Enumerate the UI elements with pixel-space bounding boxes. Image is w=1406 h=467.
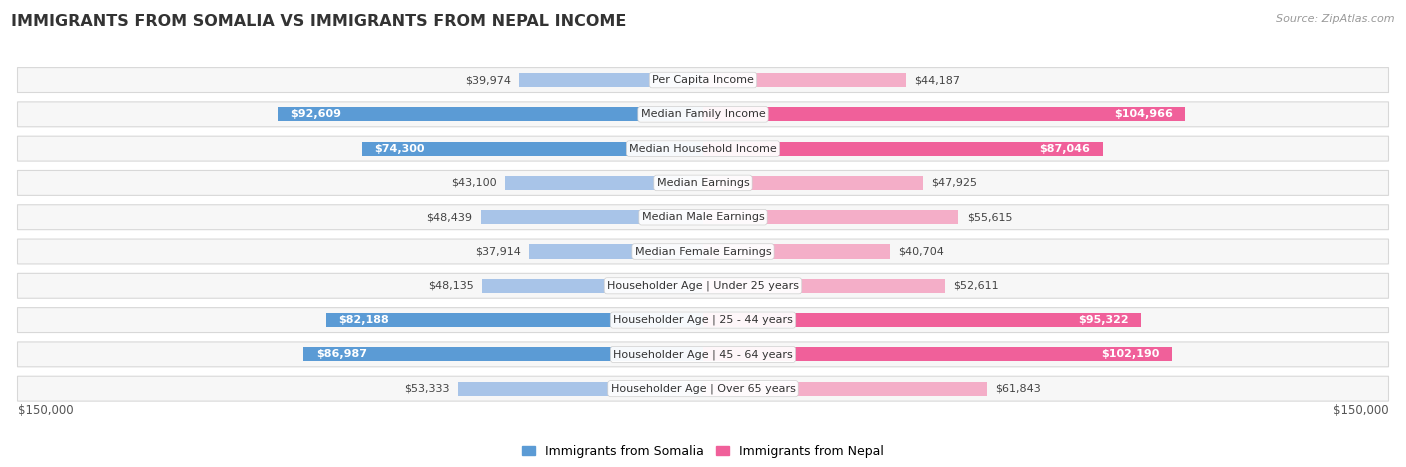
Bar bbox=[703, 382, 987, 396]
Text: $86,987: $86,987 bbox=[316, 349, 367, 360]
Text: $87,046: $87,046 bbox=[1039, 144, 1091, 154]
Text: $48,439: $48,439 bbox=[426, 212, 472, 222]
Text: Source: ZipAtlas.com: Source: ZipAtlas.com bbox=[1277, 14, 1395, 24]
Bar bbox=[481, 210, 703, 224]
Text: $61,843: $61,843 bbox=[995, 384, 1040, 394]
Text: Per Capita Income: Per Capita Income bbox=[652, 75, 754, 85]
FancyBboxPatch shape bbox=[17, 239, 1389, 264]
Bar bbox=[519, 73, 703, 87]
Text: $150,000: $150,000 bbox=[17, 404, 73, 417]
Bar bbox=[703, 313, 1140, 327]
Bar bbox=[703, 176, 924, 190]
FancyBboxPatch shape bbox=[17, 136, 1389, 161]
Text: $39,974: $39,974 bbox=[465, 75, 512, 85]
Text: Median Male Earnings: Median Male Earnings bbox=[641, 212, 765, 222]
Text: $102,190: $102,190 bbox=[1101, 349, 1160, 360]
Bar bbox=[703, 73, 905, 87]
Bar bbox=[703, 210, 959, 224]
Text: $48,135: $48,135 bbox=[427, 281, 474, 291]
Text: $44,187: $44,187 bbox=[914, 75, 960, 85]
FancyBboxPatch shape bbox=[17, 342, 1389, 367]
Text: $104,966: $104,966 bbox=[1114, 109, 1173, 120]
Text: $92,609: $92,609 bbox=[290, 109, 342, 120]
Bar bbox=[326, 313, 703, 327]
Bar bbox=[703, 107, 1185, 121]
Text: Median Earnings: Median Earnings bbox=[657, 178, 749, 188]
Bar bbox=[703, 244, 890, 259]
Text: $47,925: $47,925 bbox=[931, 178, 977, 188]
Text: $95,322: $95,322 bbox=[1078, 315, 1129, 325]
Legend: Immigrants from Somalia, Immigrants from Nepal: Immigrants from Somalia, Immigrants from… bbox=[523, 445, 883, 458]
Bar bbox=[529, 244, 703, 259]
Text: $40,704: $40,704 bbox=[898, 247, 943, 256]
FancyBboxPatch shape bbox=[17, 170, 1389, 195]
Bar bbox=[703, 142, 1102, 156]
Text: $82,188: $82,188 bbox=[337, 315, 388, 325]
Text: IMMIGRANTS FROM SOMALIA VS IMMIGRANTS FROM NEPAL INCOME: IMMIGRANTS FROM SOMALIA VS IMMIGRANTS FR… bbox=[11, 14, 627, 29]
Text: Householder Age | 25 - 44 years: Householder Age | 25 - 44 years bbox=[613, 315, 793, 325]
Text: Median Female Earnings: Median Female Earnings bbox=[634, 247, 772, 256]
Text: Median Family Income: Median Family Income bbox=[641, 109, 765, 120]
Text: $150,000: $150,000 bbox=[1333, 404, 1389, 417]
Text: Householder Age | Under 25 years: Householder Age | Under 25 years bbox=[607, 281, 799, 291]
Bar bbox=[277, 107, 703, 121]
FancyBboxPatch shape bbox=[17, 102, 1389, 127]
Bar bbox=[703, 347, 1173, 361]
Text: $55,615: $55,615 bbox=[967, 212, 1012, 222]
Text: $43,100: $43,100 bbox=[451, 178, 496, 188]
Bar bbox=[703, 279, 945, 293]
Text: Median Household Income: Median Household Income bbox=[628, 144, 778, 154]
Bar bbox=[482, 279, 703, 293]
Bar bbox=[458, 382, 703, 396]
Bar bbox=[505, 176, 703, 190]
FancyBboxPatch shape bbox=[17, 273, 1389, 298]
FancyBboxPatch shape bbox=[17, 205, 1389, 230]
Text: Householder Age | Over 65 years: Householder Age | Over 65 years bbox=[610, 383, 796, 394]
FancyBboxPatch shape bbox=[17, 68, 1389, 92]
Text: $53,333: $53,333 bbox=[405, 384, 450, 394]
FancyBboxPatch shape bbox=[17, 308, 1389, 333]
FancyBboxPatch shape bbox=[17, 376, 1389, 401]
Text: $52,611: $52,611 bbox=[953, 281, 998, 291]
Text: Householder Age | 45 - 64 years: Householder Age | 45 - 64 years bbox=[613, 349, 793, 360]
Bar bbox=[361, 142, 703, 156]
Text: $37,914: $37,914 bbox=[475, 247, 520, 256]
Text: $74,300: $74,300 bbox=[374, 144, 425, 154]
Bar bbox=[304, 347, 703, 361]
